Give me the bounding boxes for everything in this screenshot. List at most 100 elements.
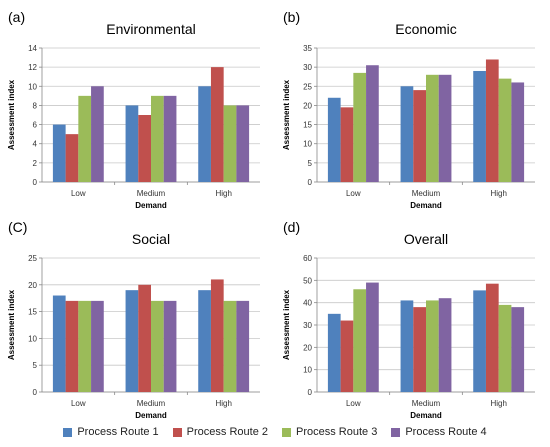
bar-high-route-1 [473,290,486,392]
y-tick-label: 15 [28,308,37,317]
x-tick-label: Low [346,189,361,198]
bar-high-route-2 [210,67,224,182]
bar-low-route-3 [78,300,92,392]
bar-high-route-4 [236,105,250,182]
y-tick-label: 5 [308,159,313,168]
bar-low-route-4 [91,86,104,182]
y-tick-label: 50 [303,276,312,285]
bar-medium-route-3 [151,300,164,392]
y-tick-label: 30 [303,63,312,72]
bar-high-route-2 [210,279,224,392]
bar-low-route-4 [366,282,379,392]
bar-high-route-1 [473,70,486,182]
y-tick-label: 0 [33,388,38,397]
bar-high-route-1 [198,290,211,392]
x-tick-label: Low [346,399,361,408]
x-tick-label: Low [71,189,86,198]
y-tick-label: 0 [33,178,38,187]
bar-medium-route-2 [413,90,426,182]
bar-low-route-1 [327,97,341,182]
chart-panel-3: (C) Social 0 5 10 15 20 25 Low Medium High Demand As… [7,219,260,420]
bar-medium-route-1 [125,290,139,392]
bar-high-route-2 [485,59,499,182]
bar-low-route-2 [340,107,354,182]
bar-high-route-4 [511,307,525,392]
bar-low-route-3 [353,289,367,392]
bar-medium-route-2 [138,115,151,182]
y-tick-label: 8 [33,101,38,110]
legend-item-route-3: Process Route 3 [282,426,377,438]
x-axis-label: Demand [135,411,167,420]
bar-high-route-3 [223,105,237,182]
y-tick-label: 0 [308,388,313,397]
bar-low-route-3 [353,72,367,182]
legend-swatch-route-3 [282,427,291,437]
y-tick-label: 14 [28,44,37,53]
bar-high-route-2 [485,283,499,392]
y-axis-label: Assessment index [282,289,291,360]
bar-low-route-1 [52,295,66,392]
bar-medium-route-1 [400,86,414,182]
bar-high-route-4 [236,300,250,392]
panel-label: (b) [283,9,300,25]
panel-label: (C) [8,219,27,235]
x-axis-label: Demand [410,411,442,420]
panel-label: (d) [283,219,300,235]
chart-title: Environmental [106,21,196,37]
bar-medium-route-3 [426,300,439,392]
x-tick-label: Low [71,399,86,408]
legend-item-route-4: Process Route 4 [391,426,487,438]
y-tick-label: 10 [303,366,312,375]
y-axis-label: Assessment index [7,289,16,360]
y-tick-label: 20 [303,101,312,110]
bar-low-route-4 [91,300,104,392]
bar-low-route-1 [327,313,341,392]
y-tick-label: 40 [303,299,312,308]
bar-medium-route-4 [163,95,177,182]
legend-item-route-1: Process Route 1 [63,426,159,438]
y-tick-label: 4 [33,140,38,149]
x-tick-label: Medium [137,399,166,408]
y-tick-label: 0 [308,178,313,187]
x-tick-label: High [215,399,231,408]
chart-panel-4: (d) Overall 0 10 20 30 40 50 60 Low Medium High Dema… [282,219,535,420]
legend-item-route-2: Process Route 2 [172,426,268,438]
legend: Process Route 1 Process Route 2 Process … [0,420,550,444]
bar-medium-route-1 [400,300,414,392]
y-tick-label: 12 [28,63,37,72]
chart-title: Economic [395,21,456,37]
bar-medium-route-2 [413,307,426,392]
legend-swatch-route-2 [172,427,182,437]
y-tick-label: 10 [28,334,37,343]
bar-low-route-3 [78,95,92,182]
panel-label: (a) [8,9,25,25]
bar-low-route-2 [340,320,354,392]
y-tick-label: 10 [28,82,37,91]
bar-high-route-3 [498,78,512,182]
chart-title: Overall [404,231,448,247]
bar-medium-route-4 [438,298,452,392]
y-tick-label: 60 [303,254,312,263]
bar-medium-route-3 [426,74,439,182]
chart-panel-2: (b) Economic 0 5 10 15 20 25 30 35 Low Medium High De… [282,9,535,210]
bar-medium-route-4 [438,74,452,182]
bar-low-route-4 [366,65,379,182]
bar-high-route-4 [511,82,525,182]
y-tick-label: 30 [303,321,312,330]
y-axis-label: Assessment index [282,79,291,150]
y-tick-label: 15 [303,121,312,130]
chart-panel-1: (a) Environmental 0 2 4 6 8 10 12 14 Low Medium High… [7,9,260,210]
legend-swatch-route-1 [63,427,73,437]
x-tick-label: High [490,399,506,408]
x-tick-label: Medium [137,189,166,198]
legend-swatch-route-4 [391,427,401,437]
y-axis-label: Assessment index [7,79,16,150]
bar-low-route-2 [65,300,79,392]
x-tick-label: High [490,189,506,198]
bar-high-route-3 [223,300,237,392]
y-tick-label: 25 [28,254,37,263]
bar-high-route-3 [498,304,512,392]
bar-medium-route-1 [125,105,139,182]
bar-low-route-1 [52,124,66,182]
